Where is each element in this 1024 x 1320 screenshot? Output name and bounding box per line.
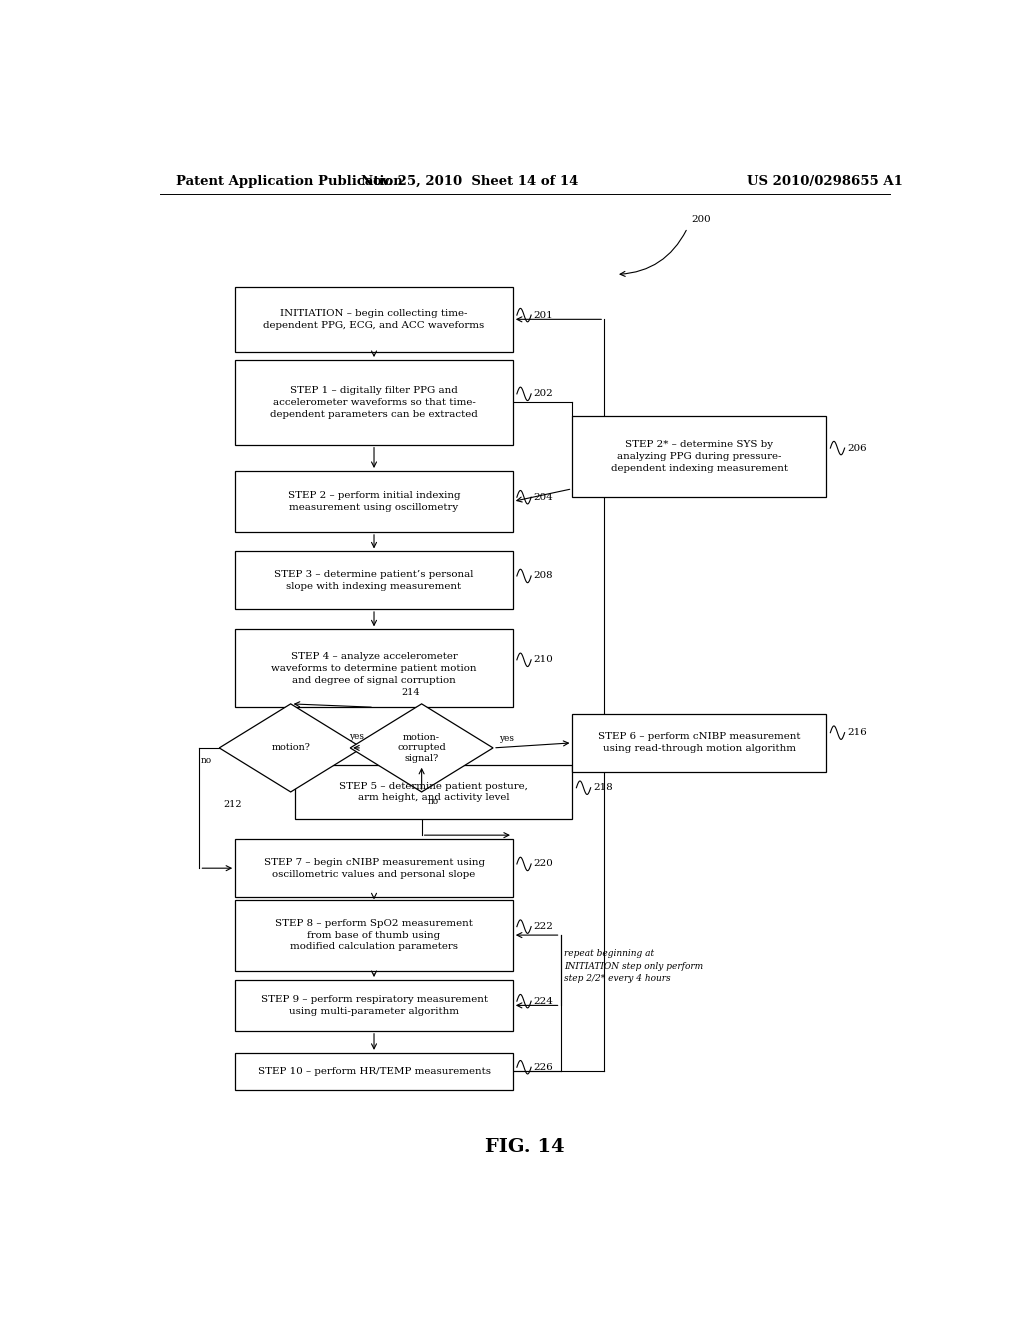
Text: 222: 222 (534, 923, 553, 931)
Text: 220: 220 (534, 859, 553, 869)
Text: STEP 4 – analyze accelerometer
waveforms to determine patient motion
and degree : STEP 4 – analyze accelerometer waveforms… (271, 652, 477, 685)
Text: STEP 9 – perform respiratory measurement
using multi-parameter algorithm: STEP 9 – perform respiratory measurement… (260, 995, 487, 1016)
Text: 201: 201 (534, 310, 553, 319)
Text: US 2010/0298655 A1: US 2010/0298655 A1 (748, 174, 903, 187)
Text: yes: yes (500, 734, 514, 743)
Text: 204: 204 (534, 492, 553, 502)
Polygon shape (350, 704, 494, 792)
FancyBboxPatch shape (572, 416, 826, 498)
Text: Nov. 25, 2010  Sheet 14 of 14: Nov. 25, 2010 Sheet 14 of 14 (360, 174, 578, 187)
Text: 212: 212 (223, 800, 242, 809)
Text: no: no (428, 797, 439, 807)
Text: motion?: motion? (271, 743, 310, 752)
Text: 216: 216 (847, 729, 866, 737)
Text: 206: 206 (847, 444, 866, 453)
FancyBboxPatch shape (295, 764, 572, 818)
Text: yes: yes (348, 733, 364, 741)
FancyBboxPatch shape (236, 552, 513, 609)
Text: 214: 214 (401, 688, 421, 697)
Text: STEP 2 – perform initial indexing
measurement using oscillometry: STEP 2 – perform initial indexing measur… (288, 491, 460, 512)
FancyBboxPatch shape (236, 630, 513, 708)
FancyBboxPatch shape (236, 288, 513, 351)
Text: repeat beginning at
INITIATION step only perform
step 2/2* every 4 hours: repeat beginning at INITIATION step only… (563, 949, 702, 982)
Text: 224: 224 (534, 997, 553, 1006)
Text: 208: 208 (534, 572, 553, 581)
Text: STEP 5 – determine patient posture,
arm height, and activity level: STEP 5 – determine patient posture, arm … (339, 781, 528, 803)
Text: no: no (201, 756, 211, 766)
Text: FIG. 14: FIG. 14 (485, 1138, 564, 1156)
Text: STEP 7 – begin cNIBP measurement using
oscillometric values and personal slope: STEP 7 – begin cNIBP measurement using o… (263, 858, 484, 879)
Text: motion-
corrupted
signal?: motion- corrupted signal? (397, 733, 446, 763)
Text: 202: 202 (534, 389, 553, 399)
FancyBboxPatch shape (236, 840, 513, 898)
Text: STEP 6 – perform cNIBP measurement
using read-through motion algorithm: STEP 6 – perform cNIBP measurement using… (598, 733, 801, 754)
Text: STEP 2* – determine SYS by
analyzing PPG during pressure-
dependent indexing mea: STEP 2* – determine SYS by analyzing PPG… (611, 441, 787, 473)
FancyBboxPatch shape (236, 899, 513, 970)
FancyBboxPatch shape (236, 471, 513, 532)
Text: 200: 200 (691, 215, 711, 224)
Polygon shape (219, 704, 362, 792)
Text: 218: 218 (593, 783, 612, 792)
Text: 210: 210 (534, 655, 553, 664)
Text: STEP 3 – determine patient’s personal
slope with indexing measurement: STEP 3 – determine patient’s personal sl… (274, 570, 474, 590)
Text: STEP 10 – perform HR/TEMP measurements: STEP 10 – perform HR/TEMP measurements (257, 1067, 490, 1076)
Text: STEP 8 – perform SpO2 measurement
from base of thumb using
modified calculation : STEP 8 – perform SpO2 measurement from b… (275, 919, 473, 952)
FancyBboxPatch shape (572, 714, 826, 772)
Text: Patent Application Publication: Patent Application Publication (176, 174, 402, 187)
Text: 226: 226 (534, 1063, 553, 1072)
FancyBboxPatch shape (236, 979, 513, 1031)
FancyBboxPatch shape (236, 1053, 513, 1090)
Text: INITIATION – begin collecting time-
dependent PPG, ECG, and ACC waveforms: INITIATION – begin collecting time- depe… (263, 309, 484, 330)
FancyBboxPatch shape (236, 360, 513, 445)
Text: STEP 1 – digitally filter PPG and
accelerometer waveforms so that time-
dependen: STEP 1 – digitally filter PPG and accele… (270, 385, 478, 418)
